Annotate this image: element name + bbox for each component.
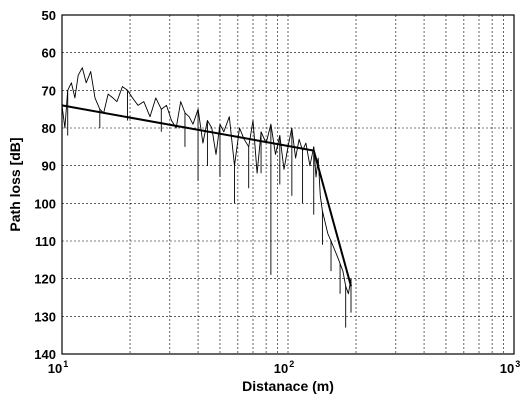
x-tick-label: 102 xyxy=(274,359,294,376)
y-tick-labels: 50 60 70 80 90 100 110 120 130 140 xyxy=(34,8,56,362)
y-axis-label: Path loss [dB] xyxy=(7,137,23,231)
plot-series xyxy=(61,67,352,328)
plot-frame xyxy=(61,14,515,355)
y-tick-label: 100 xyxy=(34,196,56,211)
y-tick-label: 140 xyxy=(34,347,56,362)
x-tick-labels: 101 102 103 xyxy=(48,359,520,376)
y-tick-label: 80 xyxy=(42,121,56,136)
x-tick-label: 101 xyxy=(48,359,68,376)
y-tick-label: 70 xyxy=(42,83,56,98)
x-tick-label: 103 xyxy=(500,359,520,376)
y-tick-label: 60 xyxy=(42,46,56,61)
y-tick-label: 120 xyxy=(34,272,56,287)
measured-line xyxy=(61,67,352,295)
y-tick-label: 50 xyxy=(42,8,56,23)
y-tick-label: 90 xyxy=(42,159,56,174)
fit-line xyxy=(61,104,352,287)
y-tick-label: 110 xyxy=(35,234,56,249)
x-axis-label: Distanace (m) xyxy=(242,378,334,394)
grid xyxy=(62,15,514,354)
y-tick-label: 130 xyxy=(34,309,56,324)
